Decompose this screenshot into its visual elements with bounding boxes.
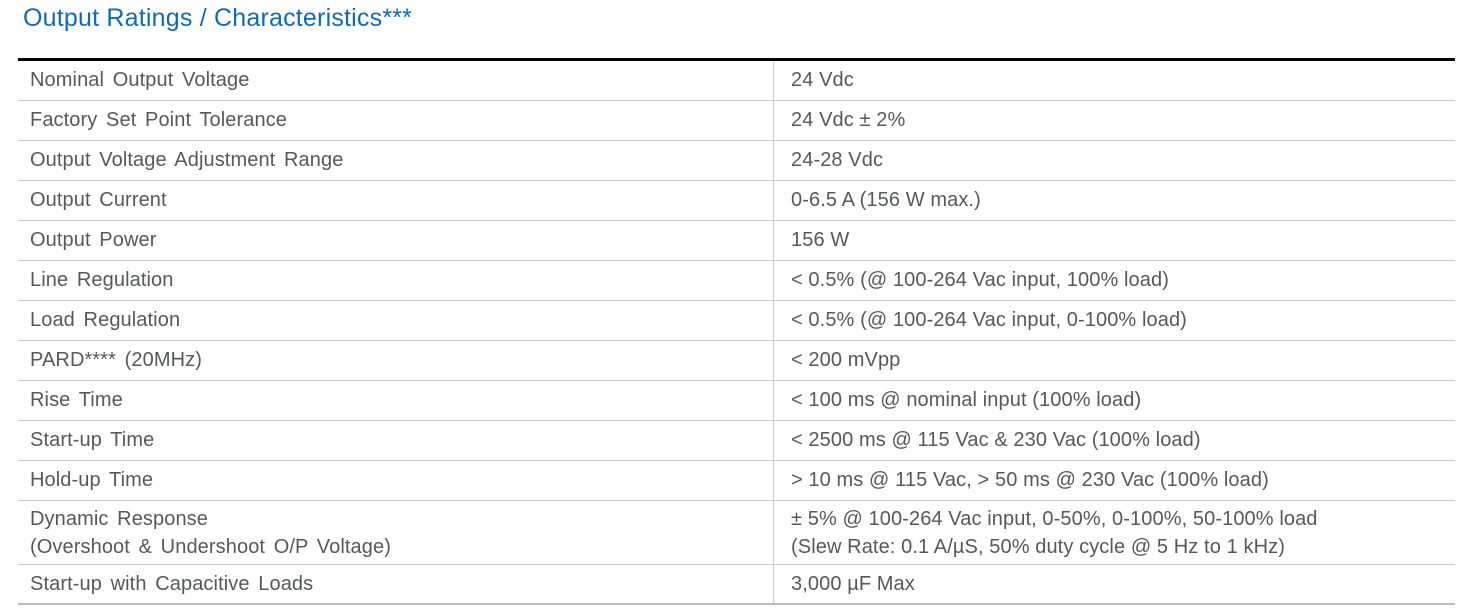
value-line-2: (Slew Rate: 0.1 A/µS, 50% duty cycle @ 5…	[791, 535, 1285, 558]
value-cell: 3,000 µF Max	[773, 565, 1455, 603]
value-cell: 24-28 Vdc	[773, 141, 1455, 180]
table-row: Output Power 156 W	[18, 221, 1455, 261]
param-cell: PARD**** (20MHz)	[30, 349, 203, 371]
param-cell: Output Power	[30, 229, 157, 251]
table-row: Line Regulation < 0.5% (@ 100-264 Vac in…	[18, 261, 1455, 301]
table-row: Dynamic Response (Overshoot & Undershoot…	[18, 501, 1455, 565]
value-cell: 156 W	[773, 221, 1455, 260]
value-cell: 0-6.5 A (156 W max.)	[773, 181, 1455, 220]
param-cell: Dynamic Response (Overshoot & Undershoot…	[18, 501, 773, 564]
param-line-2: (Overshoot & Undershoot O/P Voltage)	[30, 535, 391, 558]
param-cell: Nominal Output Voltage	[30, 69, 250, 91]
value-cell: 24 Vdc ± 2%	[773, 101, 1455, 140]
table-row: Start-up Time < 2500 ms @ 115 Vac & 230 …	[18, 421, 1455, 461]
param-cell: Start-up Time	[30, 429, 155, 451]
param-cell: Rise Time	[30, 389, 123, 411]
value-cell: < 0.5% (@ 100-264 Vac input, 0-100% load…	[773, 301, 1455, 340]
output-ratings-table: Nominal Output Voltage 24 Vdc Factory Se…	[18, 58, 1455, 605]
table-row: Hold-up Time > 10 ms @ 115 Vac, > 50 ms …	[18, 461, 1455, 501]
param-cell: Line Regulation	[30, 269, 174, 291]
value-cell: > 10 ms @ 115 Vac, > 50 ms @ 230 Vac (10…	[773, 461, 1455, 500]
value-line-1: ± 5% @ 100-264 Vac input, 0-50%, 0-100%,…	[791, 507, 1318, 530]
value-cell: 24 Vdc	[773, 61, 1455, 100]
table-row: Load Regulation < 0.5% (@ 100-264 Vac in…	[18, 301, 1455, 341]
param-line-1: Dynamic Response	[30, 507, 209, 530]
param-cell: Start-up with Capacitive Loads	[30, 572, 314, 595]
table-row: PARD**** (20MHz) < 200 mVpp	[18, 341, 1455, 381]
table-row: Output Voltage Adjustment Range 24-28 Vd…	[18, 141, 1455, 181]
param-cell: Output Voltage Adjustment Range	[30, 149, 344, 171]
table-row: Start-up with Capacitive Loads 3,000 µF …	[18, 565, 1455, 603]
value-cell: < 2500 ms @ 115 Vac & 230 Vac (100% load…	[773, 421, 1455, 460]
value-cell: ± 5% @ 100-264 Vac input, 0-50%, 0-100%,…	[773, 501, 1455, 564]
value-cell: < 0.5% (@ 100-264 Vac input, 100% load)	[773, 261, 1455, 300]
param-cell: Output Current	[30, 189, 167, 211]
section-title: Output Ratings / Characteristics***	[23, 4, 413, 32]
param-cell: Factory Set Point Tolerance	[30, 109, 288, 131]
value-cell: < 100 ms @ nominal input (100% load)	[773, 381, 1455, 420]
value-cell: < 200 mVpp	[773, 341, 1455, 380]
param-cell: Hold-up Time	[30, 469, 154, 491]
table-row: Nominal Output Voltage 24 Vdc	[18, 61, 1455, 101]
table-row: Factory Set Point Tolerance 24 Vdc ± 2%	[18, 101, 1455, 141]
table-row: Output Current 0-6.5 A (156 W max.)	[18, 181, 1455, 221]
table-row: Rise Time < 100 ms @ nominal input (100%…	[18, 381, 1455, 421]
param-cell: Load Regulation	[30, 309, 181, 331]
